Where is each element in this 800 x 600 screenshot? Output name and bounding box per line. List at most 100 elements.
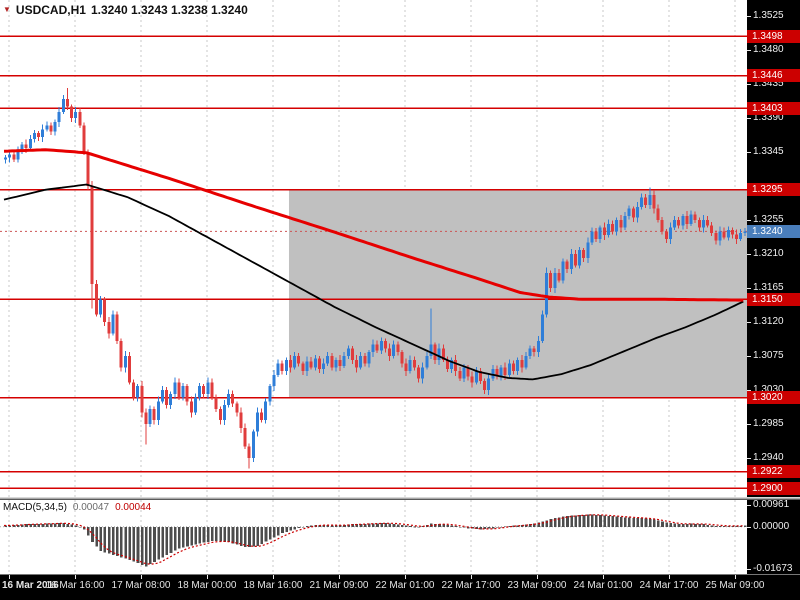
candle	[272, 374, 276, 387]
macd-label: MACD(5,34,5)	[3, 502, 67, 513]
candle	[342, 356, 346, 366]
candle	[726, 229, 730, 238]
candle	[615, 220, 619, 232]
level-price-badge: 1.3020	[747, 391, 800, 405]
candle	[193, 397, 197, 413]
time-axis-tick	[207, 575, 208, 579]
candle	[400, 352, 404, 364]
macd-canvas[interactable]	[0, 500, 747, 574]
candle	[206, 382, 210, 394]
candle	[540, 314, 544, 341]
candle	[136, 386, 140, 398]
candle	[503, 367, 507, 375]
price-chart-canvas[interactable]	[0, 0, 747, 497]
price-axis-tick	[747, 220, 751, 221]
candle	[433, 344, 437, 360]
candle	[243, 427, 247, 447]
candle	[24, 144, 28, 149]
candle	[664, 231, 668, 239]
candle	[103, 299, 107, 323]
price-axis-tick	[747, 50, 751, 51]
candle	[656, 208, 660, 221]
price-grid-label: 1.3030	[753, 384, 784, 395]
candle	[507, 363, 511, 375]
candle	[322, 363, 326, 369]
candle	[330, 356, 334, 368]
time-label: 21 Mar 09:00	[309, 580, 369, 591]
candle	[115, 314, 119, 341]
candle	[495, 368, 499, 377]
price-grid-label: 1.3075	[753, 350, 784, 361]
time-axis-tick	[603, 575, 604, 579]
chart-ohlc-quote: 1.3240 1.3243 1.3238 1.3240	[90, 3, 248, 17]
candle	[425, 356, 429, 368]
candle	[165, 390, 169, 406]
candle	[119, 340, 123, 368]
candle	[202, 386, 206, 394]
candle	[673, 220, 677, 228]
candle	[396, 344, 400, 353]
candle	[445, 359, 449, 369]
candle	[557, 272, 561, 281]
candle	[239, 412, 243, 428]
candle	[313, 358, 317, 368]
panel-separator[interactable]	[0, 497, 800, 500]
time-axis-tick	[75, 575, 76, 579]
candle	[590, 231, 594, 243]
level-price-badge: 1.2900	[747, 481, 800, 495]
candle	[375, 344, 379, 351]
candle	[545, 272, 549, 315]
time-axis-tick	[273, 575, 274, 579]
candle	[520, 359, 524, 368]
time-axis-tick	[735, 575, 736, 579]
candle	[70, 106, 74, 119]
ma-slow-black-line	[3, 183, 744, 381]
price-grid-label: 1.3390	[753, 112, 784, 123]
candle	[210, 382, 214, 398]
macd-panel[interactable]: MACD(5,34,5) 0.00047 0.00044	[0, 500, 747, 574]
candle	[107, 322, 111, 334]
candle	[57, 111, 61, 122]
price-chart-area[interactable]: ▼ USDCAD,H1 1.3240 1.3243 1.3238 1.3240	[0, 0, 747, 497]
candle	[20, 144, 24, 150]
candle	[235, 403, 239, 413]
macd-header: MACD(5,34,5) 0.00047 0.00044	[3, 502, 151, 513]
candle	[404, 363, 408, 372]
candle	[160, 390, 164, 402]
candle	[470, 376, 474, 383]
candle	[660, 220, 664, 232]
candle	[524, 356, 528, 368]
price-axis[interactable]: 1.3525 1.3480 1.3435 1.3390 1.3345 1.3255 1.32…	[747, 0, 800, 600]
price-grid-label: 1.3480	[753, 44, 784, 55]
candle	[677, 220, 681, 226]
candle	[189, 401, 193, 413]
candle	[714, 232, 718, 241]
candle	[148, 408, 152, 425]
candle	[169, 393, 173, 406]
candle	[392, 344, 396, 357]
candle	[594, 231, 598, 239]
candle	[549, 272, 553, 289]
time-label: 16 Mar 16:00	[45, 580, 105, 591]
candle	[582, 250, 586, 258]
candle	[198, 386, 202, 398]
candle	[627, 208, 631, 217]
candle	[483, 380, 487, 391]
candle	[53, 121, 57, 132]
candle	[317, 358, 321, 369]
price-grid-label: 1.2940	[753, 452, 784, 463]
candle	[421, 367, 425, 379]
candle	[553, 272, 557, 289]
time-axis-tick	[537, 575, 538, 579]
price-axis-tick	[747, 254, 751, 255]
candle	[45, 125, 49, 130]
price-axis-tick	[747, 458, 751, 459]
time-axis[interactable]: 16 Mar 2016 16 Mar 16:00 17 Mar 08:00 18 Ma…	[0, 575, 800, 600]
candle	[301, 363, 305, 372]
candle	[28, 139, 32, 149]
candle	[697, 220, 701, 228]
candle	[437, 348, 441, 360]
price-grid-label: 1.3345	[753, 146, 784, 157]
candle	[652, 195, 656, 209]
